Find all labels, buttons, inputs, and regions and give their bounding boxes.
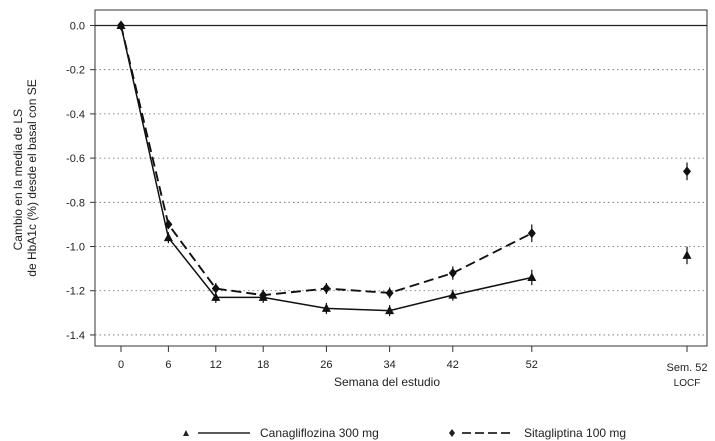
y-axis-label-line-2: de HbA1c (%) desde el basal con SE: [25, 79, 39, 276]
series-line: [120, 25, 533, 297]
series-layer: [116, 20, 692, 317]
legend: Canagliflozina 300 mg Sitagliptina 100 m…: [183, 426, 626, 440]
y-tick-label: -0.8: [66, 197, 85, 209]
grid: [95, 69, 707, 336]
extra-category-sublabel: LOCF: [674, 378, 701, 389]
data-point: [163, 232, 173, 242]
x-tick-label: 18: [257, 359, 269, 371]
y-axis: 0.0 -0.2 -0.4 -0.6 -0.8 -1.0 -1.2 -1.4: [66, 20, 95, 342]
data-point: [527, 272, 537, 281]
legend-label-canagliflozina: Canagliflozina 300 mg: [260, 426, 379, 440]
plot-frame: [94, 9, 708, 347]
y-axis-label: Cambio en la media de LS de HbA1c (%) de…: [11, 79, 39, 276]
legend-label-sitagliptina: Sitagliptina 100 mg: [524, 426, 626, 440]
x-tick-label: 12: [210, 359, 222, 371]
legend-diamond-marker: [449, 429, 455, 437]
x-tick-label: 52: [526, 359, 538, 371]
x-tick-label: 42: [447, 359, 459, 371]
data-point: [211, 283, 220, 294]
legend-triangle-marker: [183, 430, 189, 436]
extra-category-label: Sem. 52: [667, 362, 708, 374]
y-axis-label-line-1: Cambio en la media de LS: [11, 109, 25, 250]
y-tick-label: -0.4: [66, 109, 85, 121]
y-tick-label: -0.2: [66, 65, 85, 77]
y-tick-label: -0.6: [66, 153, 85, 165]
data-point: [117, 20, 125, 31]
data-point-locf: [683, 166, 691, 177]
x-tick-label: 26: [320, 359, 332, 371]
x-axis-label: Semana del estudio: [334, 375, 440, 389]
x-tick-label: 34: [383, 359, 395, 371]
data-point: [385, 287, 394, 298]
x-axis: 0 6 12 18 26 34 42 52: [118, 346, 688, 371]
data-point: [385, 305, 395, 315]
x-tick-label: 6: [165, 359, 171, 371]
data-point: [321, 303, 331, 312]
data-point: [448, 290, 458, 299]
data-point: [527, 228, 536, 239]
data-point: [448, 268, 457, 279]
x-tick-label: 0: [118, 359, 124, 371]
series-sitagliptina: [117, 20, 691, 301]
data-point: [259, 290, 268, 301]
data-point: [322, 283, 331, 294]
y-tick-label: -1.2: [66, 286, 85, 298]
data-point-locf: [682, 250, 692, 259]
y-tick-label: -1.4: [66, 330, 85, 342]
y-tick-label: 0.0: [70, 20, 85, 32]
y-tick-label: -1.0: [66, 242, 85, 254]
data-point: [164, 219, 173, 230]
data-point: [211, 292, 221, 301]
series-line: [120, 25, 532, 312]
